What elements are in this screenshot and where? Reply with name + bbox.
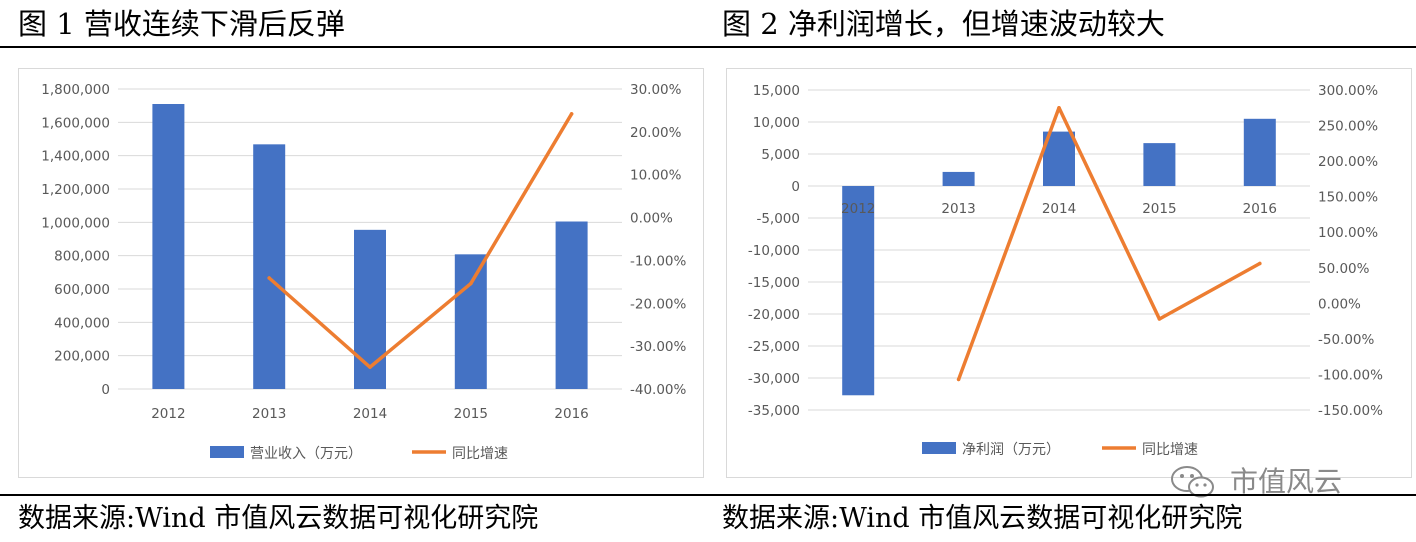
y2-tick-label: 100.00%: [1318, 225, 1378, 241]
y2-tick-label: 30.00%: [630, 82, 682, 98]
chart-net-profit: -35,000 -30,000 -25,000 -20,000 -15,000 -10,0…: [726, 68, 1412, 478]
legend-swatch-bar: [210, 446, 244, 458]
y-tick-label: 1,000,000: [41, 215, 110, 231]
y2-tick-label: 0.00%: [1318, 296, 1361, 312]
line-point: [1258, 261, 1262, 266]
y2-tick-label: -10.00%: [630, 253, 687, 269]
y2-tick-label: 200.00%: [1318, 154, 1378, 170]
x-tick-label: 2015: [454, 406, 488, 422]
chart-revenue: 0 200,000 400,000 600,000 800,000 1,000,000 1,…: [18, 68, 704, 478]
y-tick-label: 0: [101, 382, 110, 398]
y-tick-label: 1,400,000: [41, 149, 110, 165]
wechat-logo-icon: [1171, 466, 1214, 498]
y-tick-label: -25,000: [748, 339, 800, 355]
line-point: [1157, 317, 1162, 321]
x-tick-label: 2012: [151, 406, 185, 422]
y2-tick-label: -40.00%: [630, 382, 687, 398]
x-tick-label: 2014: [1042, 201, 1076, 217]
y2-tick-label: -20.00%: [630, 296, 687, 312]
x-tick-label: 2013: [252, 406, 286, 422]
figure-2-title: 图 2 净利润增长，但增速波动较大: [722, 7, 1165, 41]
y2-tick-label: 10.00%: [630, 168, 682, 184]
line-point: [1057, 106, 1061, 110]
legend-swatch-bar: [922, 442, 956, 454]
legend-label-line: 同比增速: [1142, 442, 1198, 458]
line-point: [267, 276, 271, 280]
y2-tick-label: 300.00%: [1318, 83, 1378, 99]
y-tick-label: 400,000: [54, 315, 110, 331]
growth-rate-line: [267, 112, 574, 369]
watermark-text: 市值风云: [1230, 465, 1343, 498]
growth-rate-line: [956, 106, 1262, 382]
x-tick-label: 2014: [353, 406, 387, 422]
line-point: [368, 365, 372, 369]
bar-2016: [1243, 118, 1276, 186]
y-tick-label: 1,200,000: [41, 182, 110, 198]
y2-tick-label: 20.00%: [630, 125, 682, 141]
line-point: [956, 377, 961, 382]
line-point: [569, 112, 574, 116]
y2-tick-label: -150.00%: [1318, 403, 1383, 419]
y-tick-label: 600,000: [54, 282, 110, 298]
source-note-2: 数据来源:Wind 市值风云数据可视化研究院: [722, 503, 1243, 534]
bar-2015: [454, 254, 487, 389]
figure-1-title: 图 1 营收连续下滑后反弹: [18, 7, 345, 41]
y-tick-label: 1,800,000: [41, 82, 110, 98]
x-tick-label: 2016: [554, 406, 588, 422]
line-point: [469, 281, 473, 286]
y-tick-label: -35,000: [748, 403, 800, 419]
y-tick-label: -5,000: [756, 211, 800, 227]
y-tick-label: 0: [791, 179, 800, 195]
bar-2015: [1143, 143, 1176, 186]
y2-tick-label: -50.00%: [1318, 332, 1375, 348]
y-tick-label: 200,000: [54, 349, 110, 365]
legend-label-line: 同比增速: [452, 446, 508, 462]
y-tick-label: -10,000: [748, 243, 800, 259]
legend-label-bar: 营业收入（万元）: [250, 446, 362, 462]
y-tick-label: -30,000: [748, 371, 800, 387]
x-tick-label: 2013: [941, 201, 975, 217]
y2-tick-label: 0.00%: [630, 211, 673, 227]
title-rule: [0, 46, 1416, 48]
y-tick-label: 800,000: [54, 249, 110, 265]
y2-tick-label: 150.00%: [1318, 190, 1378, 206]
x-tick-label: 2015: [1142, 201, 1176, 217]
y2-tick-label: 50.00%: [1318, 261, 1370, 277]
bar-2014: [354, 229, 386, 389]
bar-2012: [152, 104, 185, 389]
source-note-1: 数据来源:Wind 市值风云数据可视化研究院: [18, 503, 539, 534]
y-tick-label: 5,000: [761, 147, 800, 163]
x-tick-label: 2016: [1243, 201, 1277, 217]
bar-2012: [842, 186, 875, 396]
y-tick-label: -15,000: [748, 275, 800, 291]
watermark: 市值风云: [1168, 462, 1408, 502]
y-tick-label: 10,000: [753, 115, 800, 131]
source-rule: [0, 494, 1416, 496]
y-tick-label: 15,000: [753, 83, 800, 99]
y2-tick-label: -100.00%: [1318, 367, 1383, 383]
bar-2013: [253, 144, 286, 389]
legend-label-bar: 净利润（万元）: [962, 442, 1060, 458]
x-tick-label: 2012: [841, 201, 875, 217]
bar-2013: [942, 171, 975, 186]
y-tick-label: 1,600,000: [41, 115, 110, 131]
y2-tick-label: 250.00%: [1318, 119, 1378, 135]
y-tick-label: -20,000: [748, 307, 800, 323]
y2-tick-label: -30.00%: [630, 339, 687, 355]
bar-2016: [555, 221, 588, 389]
